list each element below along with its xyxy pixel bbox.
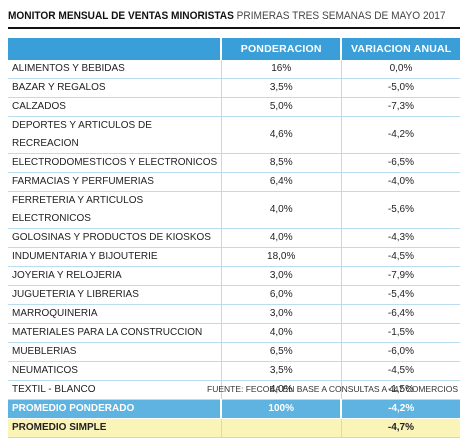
variacion-cell: -1,5%: [340, 323, 460, 343]
category-cell: FERRETERIA Y ARTICULOS ELECTRONICOS: [8, 191, 222, 229]
ponderacion-cell: 18,0%: [220, 247, 342, 267]
ponderacion-cell: 3,0%: [220, 266, 342, 286]
category-cell: JOYERIA Y RELOJERIA: [8, 266, 222, 286]
category-cell: MARROQUINERIA: [8, 304, 222, 324]
category-cell: PROMEDIO PONDERADO: [8, 399, 222, 419]
category-cell: MATERIALES PARA LA CONSTRUCCION: [8, 323, 222, 343]
promedio-simple-row: PROMEDIO SIMPLE -4,7%: [8, 418, 460, 438]
ponderacion-cell: 3,5%: [220, 361, 342, 381]
variacion-cell: -5,0%: [340, 78, 460, 98]
table-row: GOLOSINAS Y PRODUCTOS DE KIOSKOS 4,0% -4,3…: [8, 228, 460, 248]
table-row: MATERIALES PARA LA CONSTRUCCION 4,0% -1,5%: [8, 323, 460, 343]
variacion-cell: -4,5%: [340, 247, 460, 267]
table-row: DEPORTES Y ARTICULOS DE RECREACION 4,6% -4…: [8, 116, 460, 154]
variacion-cell: -1,5%: [340, 380, 460, 400]
variacion-cell: -4,3%: [340, 228, 460, 248]
category-cell: GOLOSINAS Y PRODUCTOS DE KIOSKOS: [8, 228, 222, 248]
ponderacion-cell: 100%: [220, 399, 342, 419]
variacion-cell: -7,3%: [340, 97, 460, 117]
table-row: JUGUETERIA Y LIBRERIAS 6,0% -5,4%: [8, 285, 460, 305]
variacion-cell: 0,0%: [340, 60, 460, 79]
ponderacion-cell: 5,0%: [220, 97, 342, 117]
variacion-cell: -6,4%: [340, 304, 460, 324]
ponderacion-cell: 8,5%: [220, 153, 342, 173]
variacion-cell: -4,2%: [340, 116, 460, 154]
category-cell: JUGUETERIA Y LIBRERIAS: [8, 285, 222, 305]
variacion-cell: -4,7%: [340, 418, 460, 438]
ponderacion-cell: 6,4%: [220, 172, 342, 192]
category-cell: NEUMATICOS: [8, 361, 222, 381]
table-row: ELECTRODOMESTICOS Y ELECTRONICOS 8,5% -6,5…: [8, 153, 460, 173]
column-header-category: [8, 38, 222, 60]
variacion-cell: -7,9%: [340, 266, 460, 286]
variacion-cell: -4,5%: [340, 361, 460, 381]
table-row: FARMACIAS Y PERFUMERIAS 6,4% -4,0%: [8, 172, 460, 192]
category-cell: FARMACIAS Y PERFUMERIAS: [8, 172, 222, 192]
table-row: JOYERIA Y RELOJERIA 3,0% -7,9%: [8, 266, 460, 286]
sales-table: PONDERACION VARIACION ANUAL ALIMENTOS Y …: [8, 38, 460, 438]
ponderacion-cell: 6,5%: [220, 342, 342, 362]
ponderacion-cell: 4,0%: [220, 191, 342, 229]
variacion-cell: -4,2%: [340, 399, 460, 419]
table-row: ALIMENTOS Y BEBIDAS 16% 0,0%: [8, 60, 460, 79]
title-divider: [8, 27, 460, 29]
category-cell: TEXTIL - BLANCO: [8, 380, 222, 400]
variacion-cell: -5,4%: [340, 285, 460, 305]
variacion-cell: -6,5%: [340, 153, 460, 173]
ponderacion-cell: [220, 418, 342, 438]
category-cell: ALIMENTOS Y BEBIDAS: [8, 60, 222, 79]
table-header-row: PONDERACION VARIACION ANUAL: [8, 38, 460, 60]
source-note: FUENTE: FECOBA EN BASE A CONSULTAS A 447…: [207, 384, 458, 394]
table-row: BAZAR Y REGALOS 3,5% -5,0%: [8, 78, 460, 98]
ponderacion-cell: 3,5%: [220, 78, 342, 98]
category-cell: PROMEDIO SIMPLE: [8, 418, 222, 438]
variacion-cell: -4,0%: [340, 172, 460, 192]
ponderacion-cell: 16%: [220, 60, 342, 79]
category-cell: CALZADOS: [8, 97, 222, 117]
ponderacion-cell: 4,0%: [220, 380, 342, 400]
table-row: INDUMENTARIA Y BIJOUTERIE 18,0% -4,5%: [8, 247, 460, 267]
ponderacion-cell: 4,0%: [220, 323, 342, 343]
ponderacion-cell: 4,0%: [220, 228, 342, 248]
category-cell: BAZAR Y REGALOS: [8, 78, 222, 98]
column-header-ponderacion: PONDERACION: [220, 38, 342, 60]
category-cell: INDUMENTARIA Y BIJOUTERIE: [8, 247, 222, 267]
ponderacion-cell: 3,0%: [220, 304, 342, 324]
table-row: MUEBLERIAS 6,5% -6,0%: [8, 342, 460, 362]
variacion-cell: -5,6%: [340, 191, 460, 229]
table-row: NEUMATICOS 3,5% -4,5%: [8, 361, 460, 381]
column-header-variacion: VARIACION ANUAL: [340, 38, 460, 60]
table-row: CALZADOS 5,0% -7,3%: [8, 97, 460, 117]
report-title: MONITOR MENSUAL DE VENTAS MINORISTAS PRI…: [8, 6, 446, 26]
ponderacion-cell: 4,6%: [220, 116, 342, 154]
category-cell: ELECTRODOMESTICOS Y ELECTRONICOS: [8, 153, 222, 173]
category-cell: MUEBLERIAS: [8, 342, 222, 362]
variacion-cell: -6,0%: [340, 342, 460, 362]
table-row: FERRETERIA Y ARTICULOS ELECTRONICOS 4,0% -…: [8, 191, 460, 229]
title-period: PRIMERAS TRES SEMANAS DE MAYO 2017: [236, 10, 446, 22]
table-body: ALIMENTOS Y BEBIDAS 16% 0,0% BAZAR Y REGALO…: [8, 60, 460, 438]
table-row: MARROQUINERIA 3,0% -6,4%: [8, 304, 460, 324]
ponderacion-cell: 6,0%: [220, 285, 342, 305]
title-main: MONITOR MENSUAL DE VENTAS MINORISTAS: [8, 10, 234, 22]
category-cell: DEPORTES Y ARTICULOS DE RECREACION: [8, 116, 222, 154]
table-row: TEXTIL - BLANCO 4,0% -1,5%: [8, 380, 460, 400]
promedio-ponderado-row: PROMEDIO PONDERADO 100% -4,2%: [8, 399, 460, 419]
